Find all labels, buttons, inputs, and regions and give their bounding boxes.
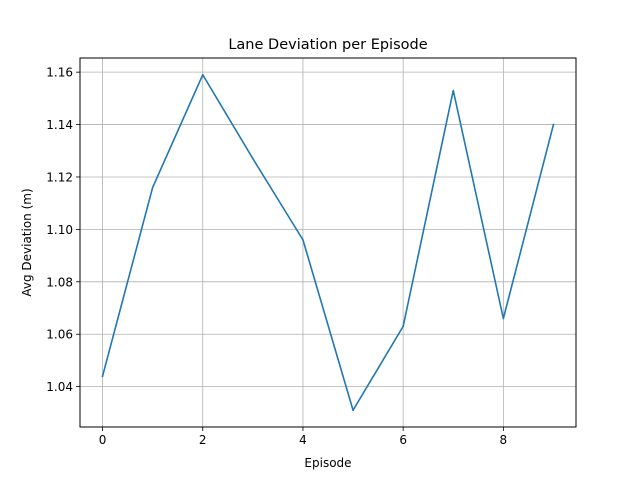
y-tick-label: 1.04	[46, 380, 73, 394]
x-tick-label: 4	[299, 433, 307, 447]
data-point	[151, 186, 154, 189]
data-point	[302, 239, 304, 241]
data-point	[502, 317, 505, 320]
y-tick-label: 1.16	[46, 66, 73, 80]
y-tick-label: 1.08	[46, 275, 73, 289]
x-tick-label: 6	[399, 433, 407, 447]
y-tick-label: 1.14	[46, 118, 73, 132]
data-point	[201, 73, 204, 76]
data-point	[402, 325, 404, 328]
data-point	[552, 123, 555, 126]
y-axis-label: Avg Deviation (m)	[20, 188, 34, 296]
x-tick-label: 8	[500, 433, 508, 447]
series-layer	[101, 73, 555, 412]
data-point	[452, 89, 455, 92]
chart-title: Lane Deviation per Episode	[228, 37, 427, 53]
y-tick-label: 1.06	[46, 328, 73, 342]
data-point	[352, 409, 354, 412]
y-axis-ticks: 1.04 1.06 1.08 1.10 1.12 1.14 1.16	[46, 66, 80, 394]
x-tick-label: 2	[199, 433, 207, 447]
data-point	[101, 375, 104, 377]
y-tick-label: 1.12	[46, 170, 73, 184]
y-tick-label: 1.10	[46, 223, 73, 237]
x-axis-ticks: 0 2 4 6 8	[99, 427, 507, 447]
axes-frame	[79, 57, 577, 428]
x-tick-label: 0	[99, 433, 107, 447]
data-point	[252, 157, 254, 160]
x-axis-label: Episode	[304, 456, 351, 470]
series-line	[101, 73, 555, 412]
